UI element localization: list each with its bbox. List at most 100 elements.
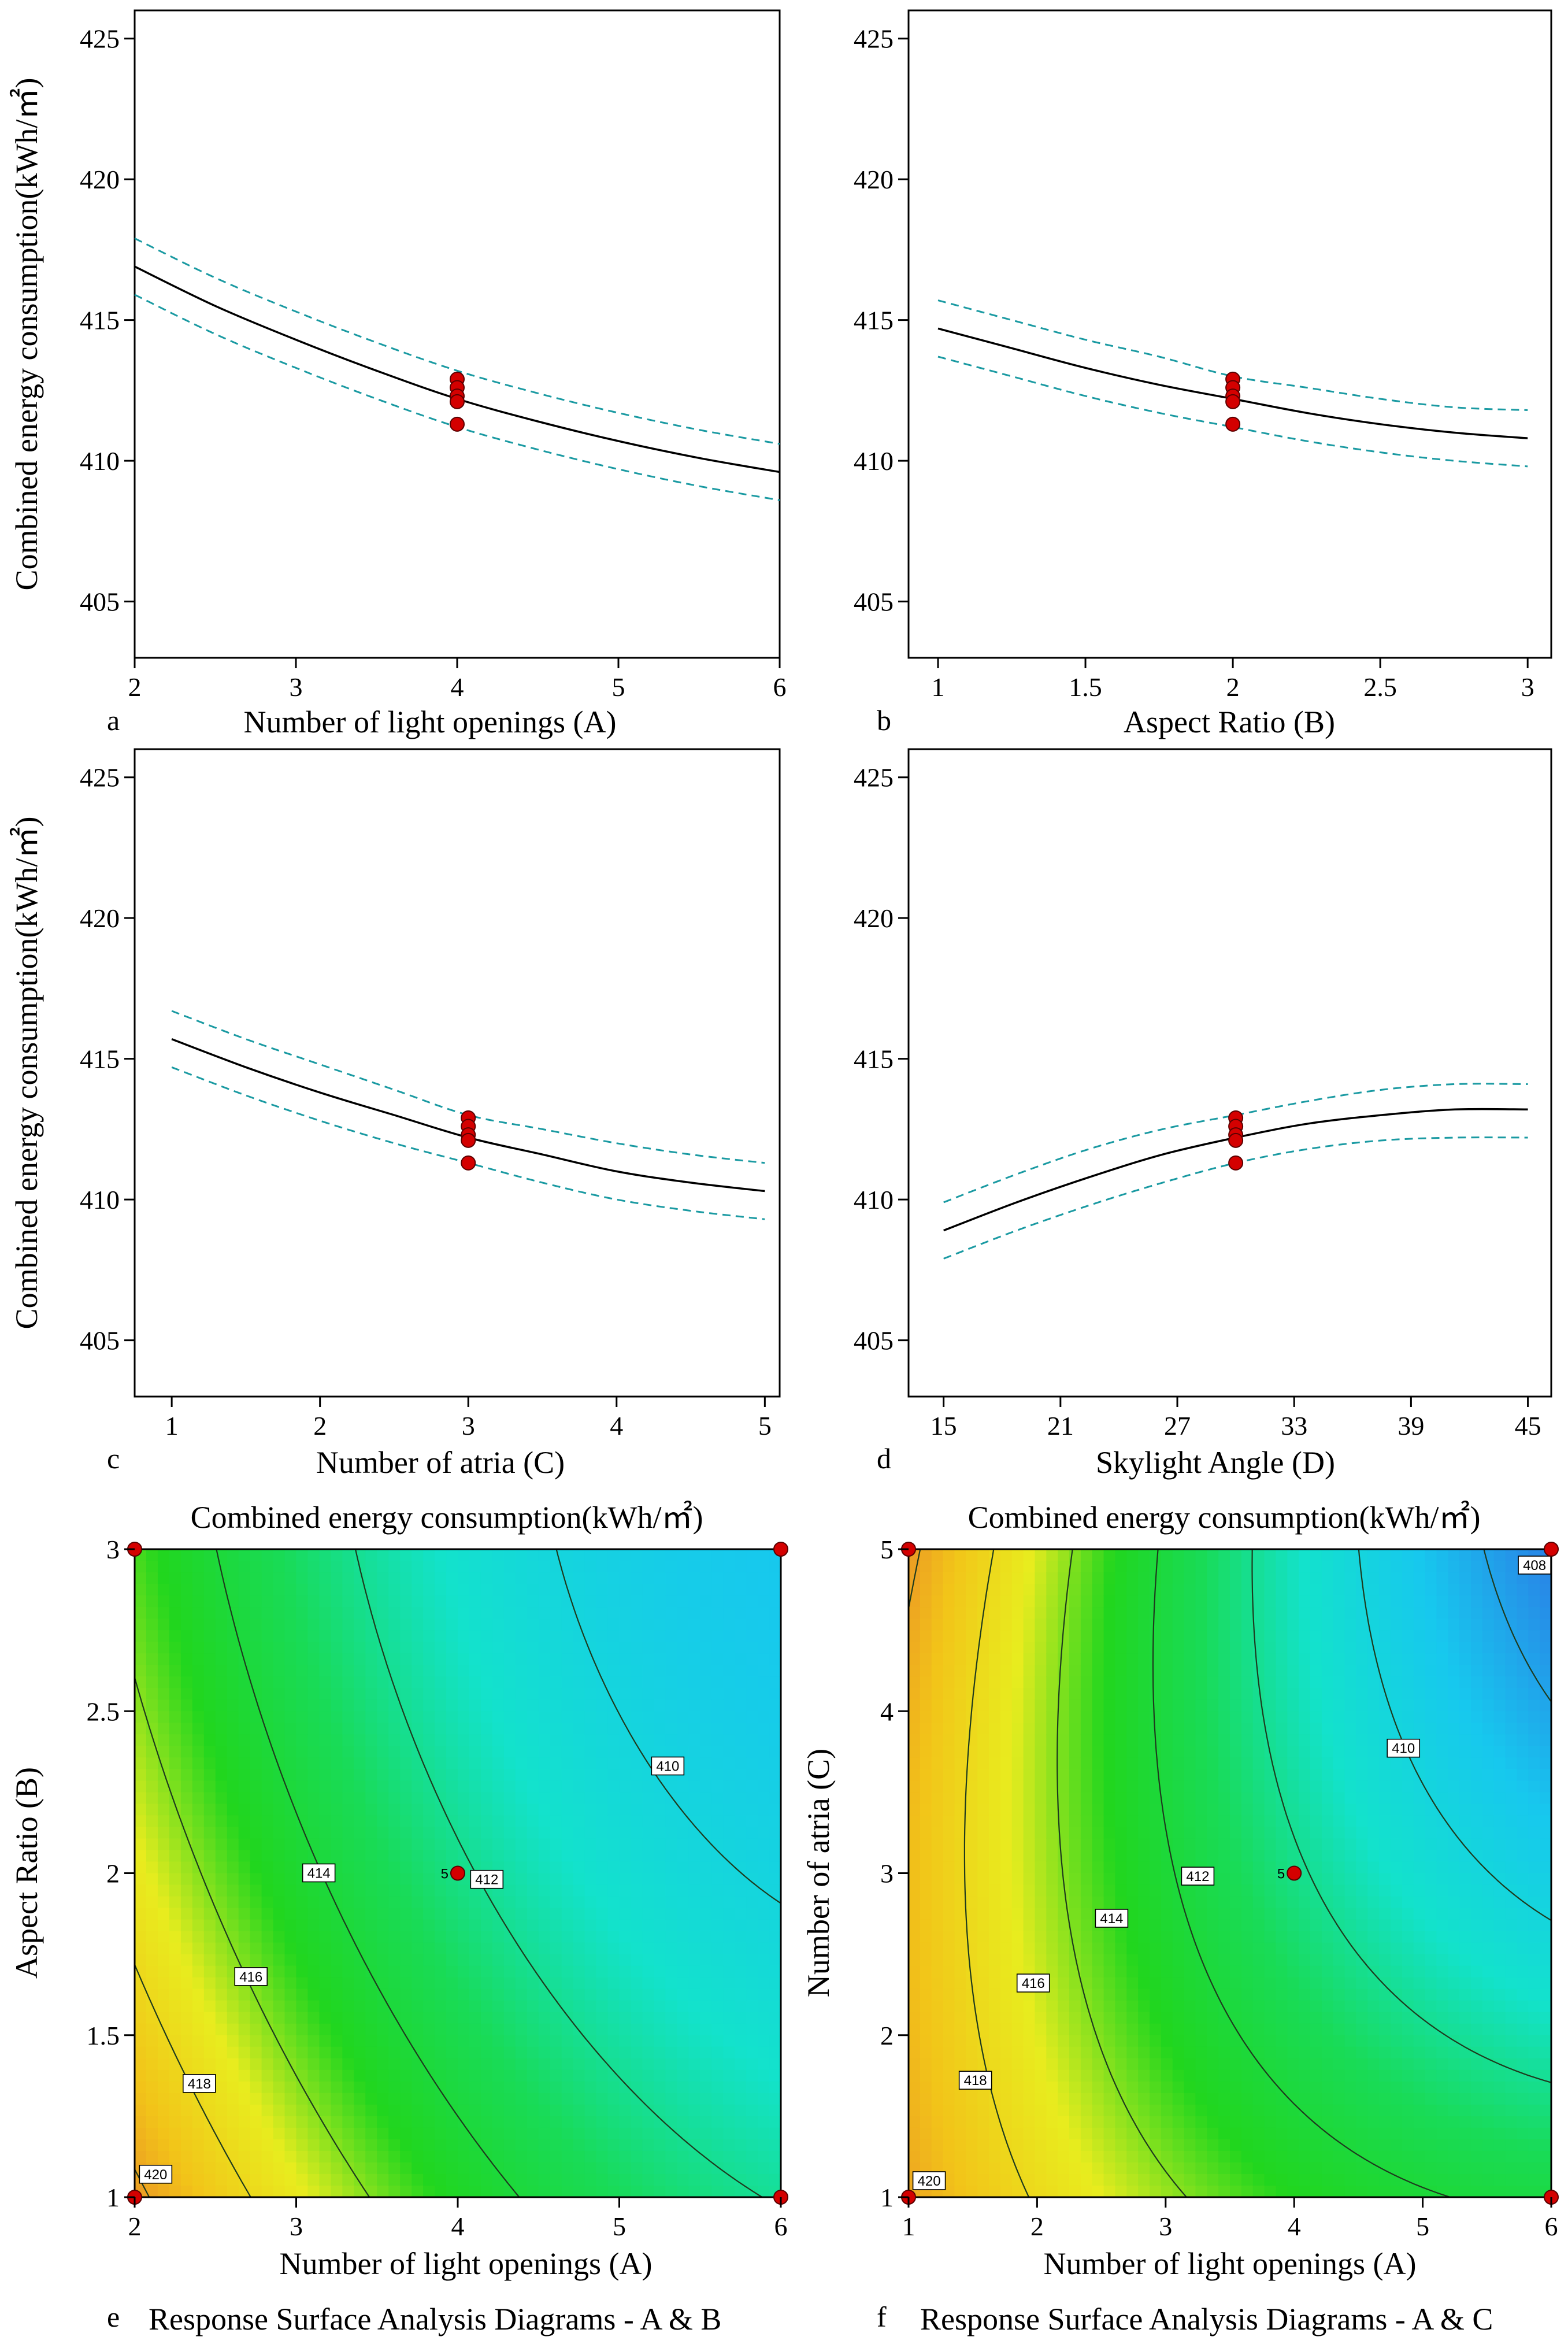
heatmap-cell bbox=[677, 1653, 690, 1665]
heatmap-cell bbox=[758, 1595, 770, 1608]
heatmap-cell bbox=[688, 1561, 701, 1573]
heatmap-cell bbox=[273, 1642, 286, 1654]
heatmap-cell bbox=[169, 1942, 181, 1955]
heatmap-cell bbox=[169, 1642, 181, 1654]
heatmap-cell bbox=[1241, 1561, 1254, 1573]
heatmap-cell bbox=[250, 1572, 262, 1584]
heatmap-cell bbox=[631, 1688, 643, 1701]
heatmap-cell bbox=[157, 1688, 170, 1701]
heatmap-cell bbox=[273, 1977, 286, 1990]
heatmap-cell bbox=[920, 1746, 932, 1758]
heatmap-cell bbox=[538, 2046, 551, 2059]
heatmap-cell bbox=[943, 1827, 955, 1839]
heatmap-cell bbox=[619, 1769, 632, 1782]
heatmap-cell bbox=[688, 1780, 701, 1793]
heatmap-cell bbox=[503, 2046, 516, 2059]
heatmap-cell bbox=[584, 1792, 597, 1805]
heatmap-cell bbox=[769, 1595, 781, 1608]
contour-label-box bbox=[470, 1869, 504, 1889]
heatmap-cell bbox=[331, 2046, 343, 2059]
heatmap-cell bbox=[1000, 1780, 1013, 1793]
heatmap-cell bbox=[943, 1549, 955, 1561]
heatmap-cell bbox=[423, 1965, 435, 1978]
heatmap-cell bbox=[550, 2185, 562, 2197]
heatmap-cell bbox=[758, 1850, 770, 1862]
heatmap-cell bbox=[1011, 1549, 1024, 1561]
heatmap-cell bbox=[758, 1757, 770, 1770]
heatmap-cell bbox=[480, 1711, 493, 1724]
heatmap-cell bbox=[920, 1780, 932, 1793]
heatmap-cell bbox=[238, 1584, 251, 1596]
heatmap-cell bbox=[1184, 2035, 1196, 2047]
heatmap-cell bbox=[1046, 2116, 1058, 2128]
heatmap-cell bbox=[388, 1549, 401, 1561]
heatmap-cell bbox=[180, 1665, 193, 1677]
panel-letter-d: d bbox=[877, 1442, 891, 1475]
heatmap-cell bbox=[989, 2035, 1001, 2047]
heatmap-cell bbox=[331, 1549, 343, 1561]
heatmap-cell bbox=[307, 1734, 320, 1747]
heatmap-cell bbox=[746, 2139, 758, 2152]
heatmap-cell bbox=[169, 1746, 181, 1758]
heatmap-cell bbox=[584, 1746, 597, 1758]
heatmap-cell bbox=[711, 2173, 724, 2186]
heatmap-cell bbox=[284, 2012, 297, 2024]
heatmap-cell bbox=[989, 1977, 1001, 1990]
heatmap-cell bbox=[538, 2035, 551, 2047]
heatmap-cell bbox=[619, 1653, 632, 1665]
heatmap-cell bbox=[503, 1653, 516, 1665]
heatmap-cell bbox=[458, 2185, 470, 2197]
heatmap-cell bbox=[342, 1931, 355, 1943]
heatmap-cell bbox=[619, 2035, 632, 2047]
heatmap-cell bbox=[169, 1780, 181, 1793]
heatmap-cell bbox=[758, 1931, 770, 1943]
heatmap-cell bbox=[1092, 1595, 1104, 1608]
y-tick-label: 420 bbox=[80, 165, 120, 194]
heatmap-cell bbox=[573, 1757, 585, 1770]
heatmap-cell bbox=[296, 1711, 309, 1724]
heatmap-cell bbox=[769, 1792, 781, 1805]
heatmap-cell bbox=[354, 2012, 366, 2024]
heatmap-cell bbox=[527, 1965, 539, 1978]
heatmap-cell bbox=[966, 1711, 978, 1724]
heatmap-cell bbox=[180, 1653, 193, 1665]
heatmap-cell bbox=[227, 1908, 239, 1920]
heatmap-cell bbox=[527, 1977, 539, 1990]
heatmap-cell bbox=[1000, 1665, 1013, 1677]
heatmap-cell bbox=[180, 2127, 193, 2140]
heatmap-cell bbox=[446, 2000, 458, 2013]
heatmap-cell bbox=[400, 2093, 412, 2105]
heatmap-cell bbox=[1046, 1561, 1058, 1573]
heatmap-cell bbox=[227, 1619, 239, 1631]
heatmap-cell bbox=[723, 1804, 735, 1816]
heatmap-cell bbox=[550, 2046, 562, 2059]
heatmap-cell bbox=[273, 1873, 286, 1886]
heatmap-cell bbox=[180, 2023, 193, 2036]
heatmap-cell bbox=[596, 1954, 609, 1967]
heatmap-cell bbox=[1069, 2139, 1081, 2152]
heatmap-cell bbox=[920, 1838, 932, 1851]
heatmap-cell bbox=[469, 1584, 481, 1596]
heatmap-cell bbox=[515, 1584, 528, 1596]
heatmap-cell bbox=[388, 1584, 401, 1596]
heatmap-cell bbox=[146, 1769, 158, 1782]
heatmap-cell bbox=[931, 2069, 944, 2082]
heatmap-cell bbox=[1035, 2012, 1047, 2024]
heatmap-cell bbox=[1230, 1815, 1242, 1828]
heatmap-cell bbox=[480, 1931, 493, 1943]
heatmap-cell bbox=[296, 1561, 309, 1573]
heatmap-cell bbox=[238, 2069, 251, 2082]
y-axis-label-c: Combined energy consumption(kWh/㎡) bbox=[9, 817, 44, 1330]
heatmap-cell bbox=[238, 1884, 251, 1897]
heatmap-cell bbox=[561, 2023, 574, 2036]
heatmap-cell bbox=[989, 1665, 1001, 1677]
heatmap-cell bbox=[1150, 2046, 1162, 2059]
heatmap-cell bbox=[261, 1688, 274, 1701]
heatmap-cell bbox=[1184, 1630, 1196, 1642]
heatmap-cell bbox=[423, 1757, 435, 1770]
contour-label-box bbox=[651, 1756, 685, 1776]
heatmap-cell bbox=[354, 1653, 366, 1665]
heatmap-cell bbox=[654, 1607, 666, 1619]
heatmap-cell bbox=[446, 2012, 458, 2024]
heatmap-cell bbox=[527, 2000, 539, 2013]
